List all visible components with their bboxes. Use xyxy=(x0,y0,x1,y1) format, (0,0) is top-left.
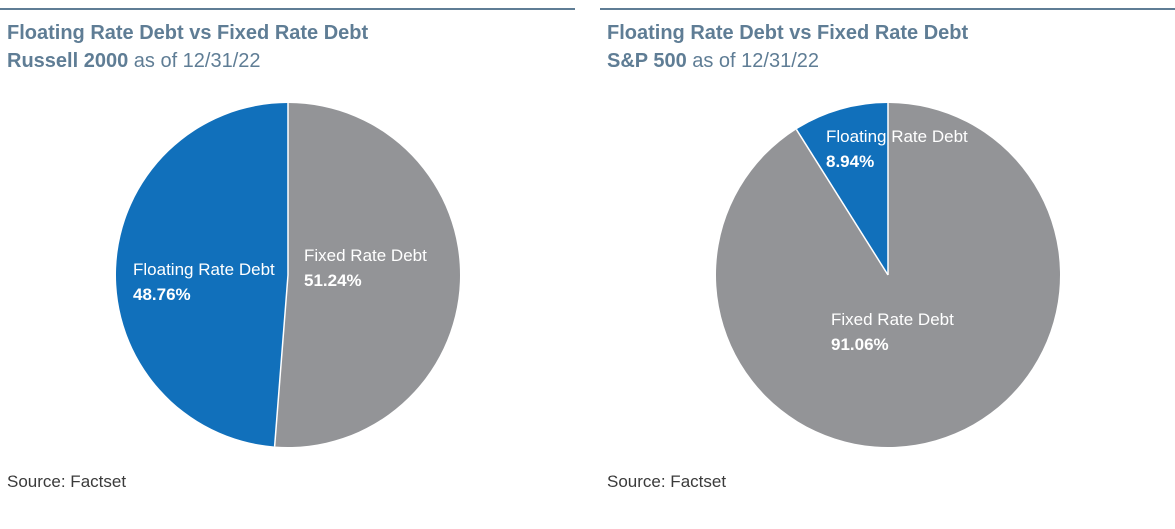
floating-rate-debt-slice xyxy=(796,103,888,275)
index-name: S&P 500 xyxy=(607,50,687,72)
fixed-rate-debt-value: 51.24% xyxy=(304,271,362,290)
source-note: Source: Factset xyxy=(607,472,727,491)
source-note: Source: Factset xyxy=(7,472,127,491)
sp500-chart-panel: Floating Rate Debt vs Fixed Rate Debt S&… xyxy=(600,0,1175,529)
floating-rate-debt-value: 8.94% xyxy=(826,152,874,171)
russell-2000-pie-chart: Floating Rate Debt 48.76% Fixed Rate Deb… xyxy=(115,102,460,447)
chart-subtitle: S&P 500 as of 12/31/22 xyxy=(607,48,819,75)
top-divider xyxy=(600,8,1175,10)
slice-divider xyxy=(273,274,289,447)
index-name: Russell 2000 xyxy=(7,50,129,72)
top-divider xyxy=(0,8,575,10)
sp500-pie-chart: Floating Rate Debt 8.94% Fixed Rate Debt… xyxy=(715,103,1060,447)
chart-subtitle: Russell 2000 as of 12/31/22 xyxy=(7,48,261,75)
floating-rate-debt-label: Floating Rate Debt xyxy=(826,127,968,146)
chart-title: Floating Rate Debt vs Fixed Rate Debt xyxy=(607,22,969,44)
floating-rate-debt-value: 48.76% xyxy=(133,285,191,304)
fixed-rate-debt-slice xyxy=(274,103,460,447)
as-of-date: as of 12/31/22 xyxy=(686,50,820,72)
fixed-rate-debt-label: Fixed Rate Debt xyxy=(831,310,954,329)
floating-rate-debt-slice xyxy=(115,102,288,447)
russell-2000-chart-panel: Floating Rate Debt vs Fixed Rate Debt Ru… xyxy=(0,0,575,529)
as-of-date: as of 12/31/22 xyxy=(128,50,261,72)
chart-title: Floating Rate Debt vs Fixed Rate Debt xyxy=(7,22,369,44)
fixed-rate-debt-value: 91.06% xyxy=(831,335,889,354)
slice-divider xyxy=(795,129,889,276)
fixed-rate-debt-label: Fixed Rate Debt xyxy=(304,246,427,265)
floating-rate-debt-label: Floating Rate Debt xyxy=(133,260,275,279)
